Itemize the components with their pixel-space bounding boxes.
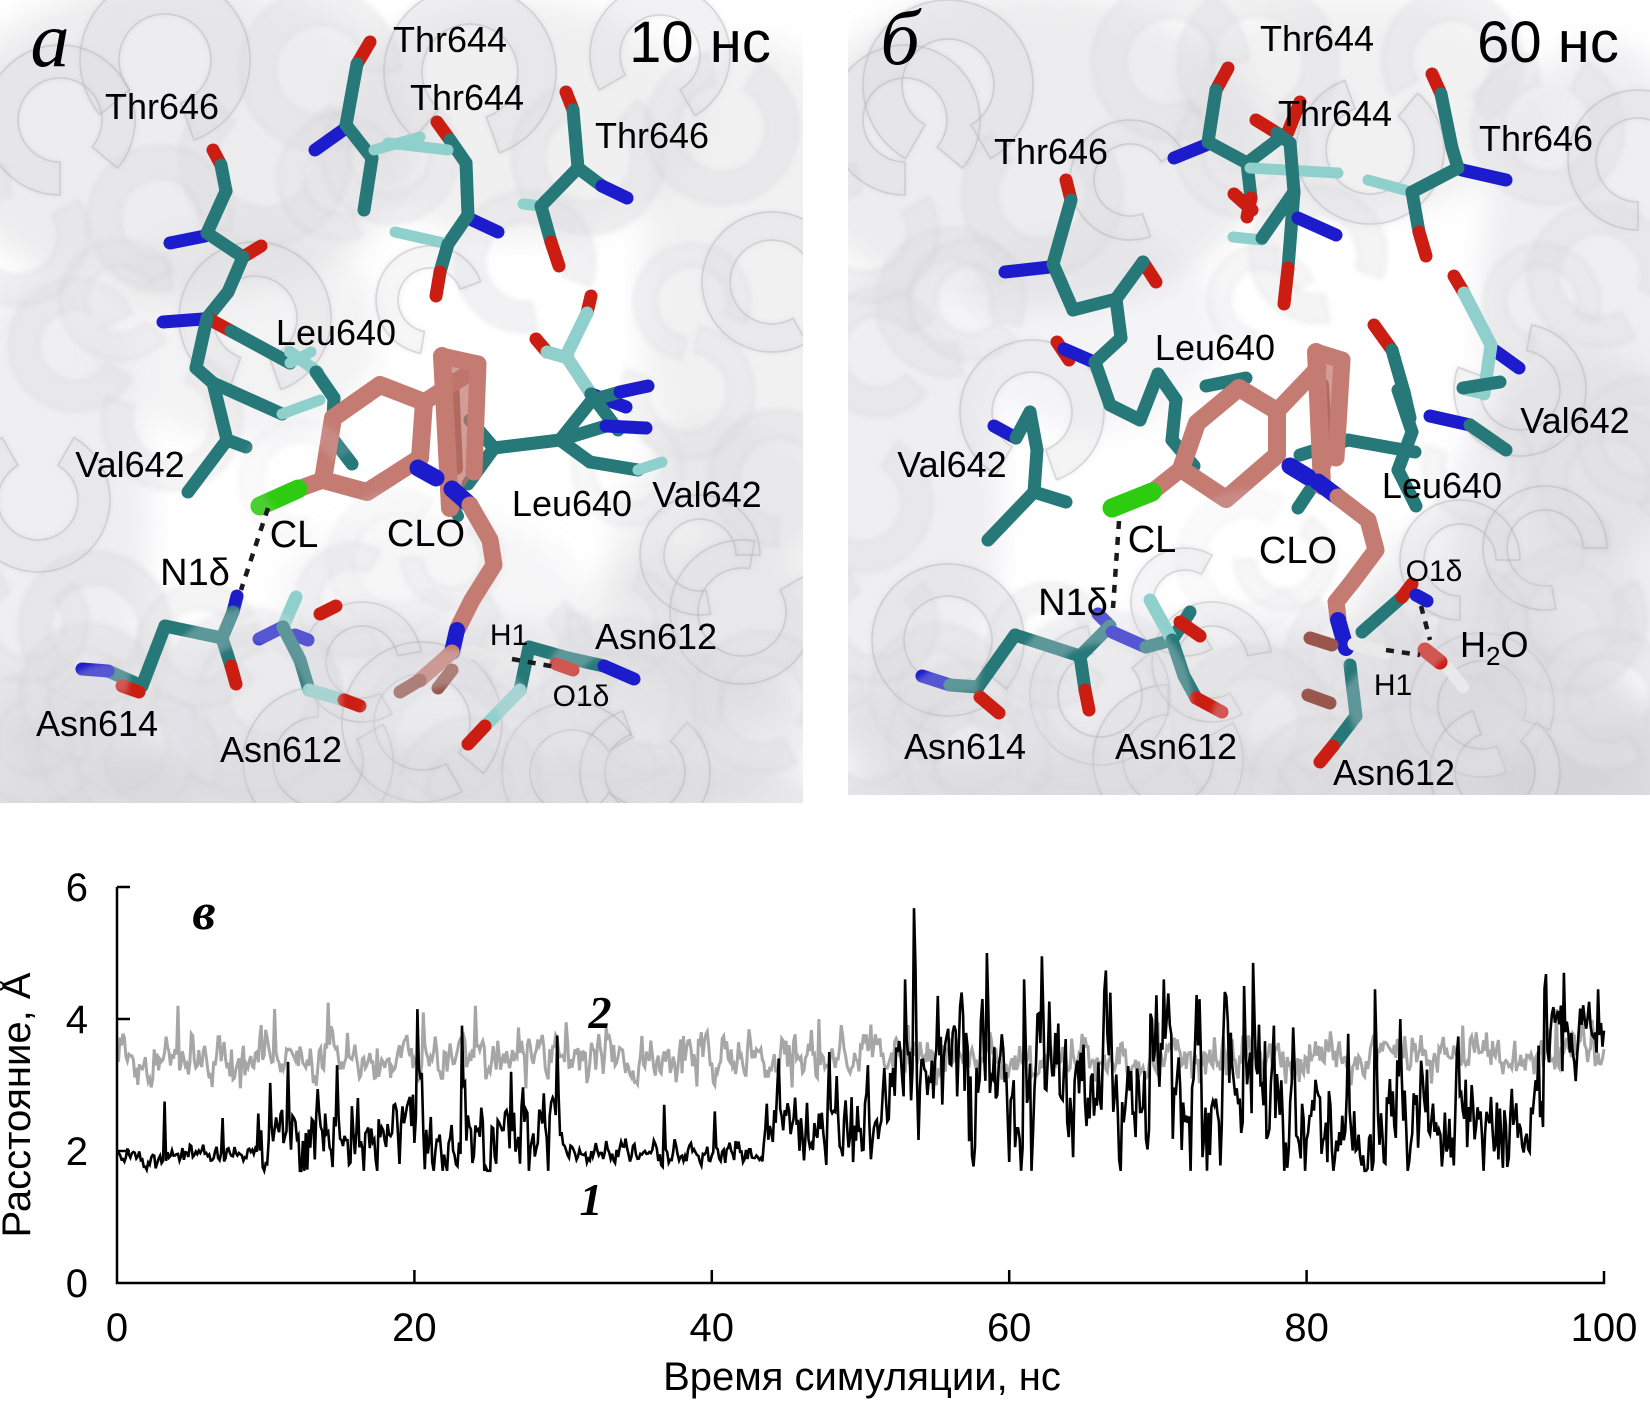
svg-text:H1: H1 <box>490 619 528 652</box>
svg-text:Thr644: Thr644 <box>393 19 507 60</box>
svg-text:Thr644: Thr644 <box>1278 93 1392 134</box>
svg-text:CLO: CLO <box>387 513 465 555</box>
svg-text:Asn614: Asn614 <box>36 703 158 744</box>
svg-text:N1δ: N1δ <box>160 552 230 594</box>
svg-text:в: в <box>192 884 215 941</box>
svg-text:Asn612: Asn612 <box>1333 752 1455 793</box>
svg-text:2: 2 <box>66 1130 88 1174</box>
svg-text:Thr646: Thr646 <box>105 86 219 127</box>
svg-text:Leu640: Leu640 <box>1155 327 1275 368</box>
svg-text:Thr644: Thr644 <box>410 77 524 118</box>
svg-text:O1δ: O1δ <box>553 680 610 713</box>
svg-text:Thr646: Thr646 <box>1479 118 1593 159</box>
svg-text:Val642: Val642 <box>897 444 1006 485</box>
svg-text:Leu640: Leu640 <box>276 312 396 353</box>
svg-text:a: a <box>31 0 70 83</box>
svg-text:Val642: Val642 <box>75 444 184 485</box>
svg-text:CLO: CLO <box>1259 530 1337 572</box>
svg-text:100: 100 <box>1571 1306 1638 1350</box>
svg-text:20: 20 <box>392 1306 437 1350</box>
svg-text:Val642: Val642 <box>1520 400 1629 441</box>
svg-text:Leu640: Leu640 <box>1382 465 1502 506</box>
svg-text:4: 4 <box>66 998 88 1042</box>
svg-text:Asn614: Asn614 <box>904 726 1026 767</box>
svg-text:Thr646: Thr646 <box>994 131 1108 172</box>
svg-text:Thr646: Thr646 <box>595 115 709 156</box>
svg-text:80: 80 <box>1284 1306 1329 1350</box>
svg-text:Leu640: Leu640 <box>512 483 632 524</box>
svg-text:2: 2 <box>588 987 612 1038</box>
svg-text:10 нс: 10 нс <box>629 10 771 75</box>
svg-text:6: 6 <box>66 866 88 910</box>
svg-text:Расстояние, Å: Расстояние, Å <box>0 972 39 1237</box>
svg-text:0: 0 <box>106 1306 128 1350</box>
svg-text:Thr644: Thr644 <box>1260 18 1374 59</box>
svg-text:0: 0 <box>66 1262 88 1306</box>
svg-text:Время симуляции, нс: Время симуляции, нс <box>663 1355 1061 1399</box>
svg-text:1: 1 <box>580 1174 603 1225</box>
svg-text:Asn612: Asn612 <box>220 729 342 770</box>
svg-text:CL: CL <box>1128 519 1177 561</box>
svg-text:H1: H1 <box>1374 669 1412 702</box>
svg-text:O1δ: O1δ <box>1406 555 1463 588</box>
svg-text:б: б <box>880 0 922 81</box>
svg-text:40: 40 <box>690 1306 735 1350</box>
svg-text:N1δ: N1δ <box>1038 582 1108 624</box>
svg-text:Asn612: Asn612 <box>595 616 717 657</box>
svg-text:Val642: Val642 <box>652 474 761 515</box>
svg-text:CL: CL <box>270 514 319 556</box>
svg-text:Asn612: Asn612 <box>1115 726 1237 767</box>
svg-text:60: 60 <box>987 1306 1032 1350</box>
svg-text:60 нс: 60 нс <box>1477 10 1619 75</box>
